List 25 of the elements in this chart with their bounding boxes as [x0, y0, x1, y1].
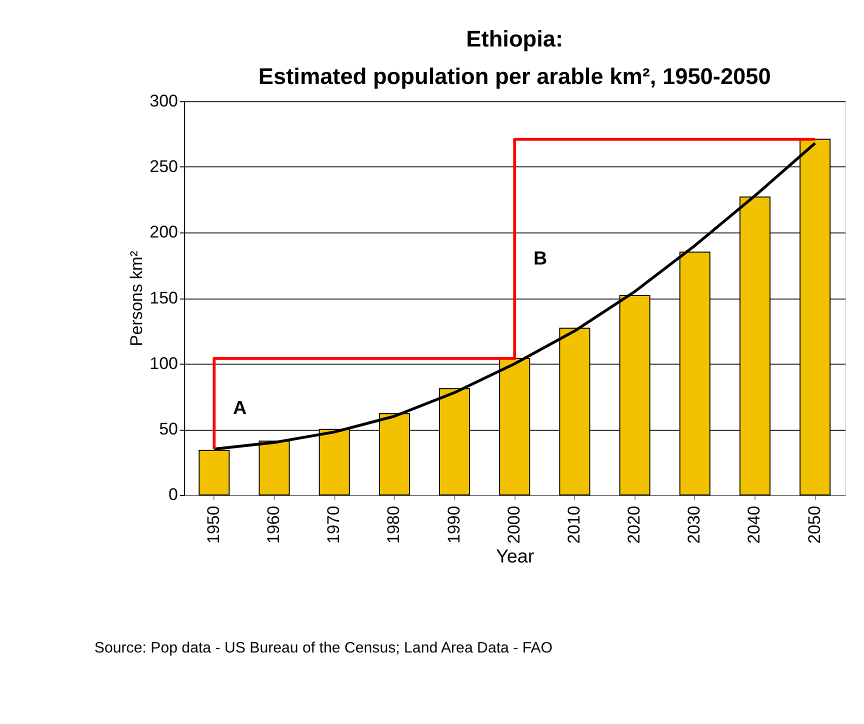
source-note: Source: Pop data - US Bureau of the Census; Land Area Data - FAO: [94, 640, 553, 657]
y-tick-label: 0: [168, 485, 178, 504]
x-tick-label: 2010: [564, 506, 584, 544]
y-tick-label: 50: [159, 420, 178, 439]
x-tick-label: 2000: [504, 506, 524, 544]
x-tick-label: 1970: [324, 506, 344, 544]
x-tick-label: 2040: [744, 506, 764, 544]
y-tick-label: 150: [150, 288, 178, 308]
y-tick-label: 250: [150, 157, 178, 176]
x-tick-label: 1980: [384, 506, 404, 544]
text: Ethiopia:: [466, 25, 564, 52]
text: Estimated population per arable km², 1950-2050: [258, 63, 771, 90]
y-axis-title: Persons km²: [127, 250, 146, 346]
x-tick-label: 1990: [444, 506, 464, 544]
y-tick-label: 300: [150, 91, 178, 110]
annotation: A: [233, 398, 248, 420]
x-axis-title: Year: [496, 546, 534, 568]
x-tick-label: 1950: [204, 506, 223, 544]
y-tick-label: 100: [150, 354, 178, 373]
y-tick-label: 200: [150, 222, 178, 242]
annotation: B: [534, 248, 548, 270]
x-tick-label: 2030: [684, 506, 704, 544]
x-tick-label: 1960: [264, 506, 283, 544]
x-tick-label: 2050: [804, 506, 824, 544]
x-tick-label: 2020: [624, 506, 644, 544]
